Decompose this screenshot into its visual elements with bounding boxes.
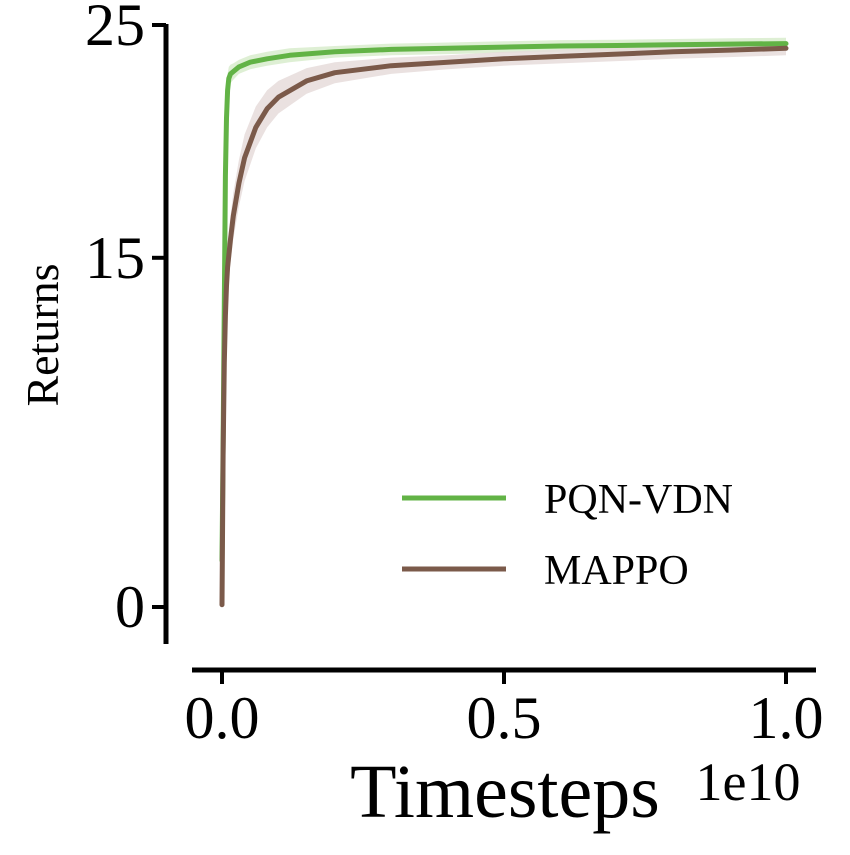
mappo-line bbox=[219, 45, 789, 608]
x-tick-label: 1.0 bbox=[749, 685, 824, 751]
x-axis-title: Timesteps bbox=[350, 750, 660, 834]
y-tick-label: 15 bbox=[85, 225, 145, 291]
y-tick-label: 0 bbox=[115, 574, 145, 640]
legend-label: MAPPO bbox=[544, 548, 689, 594]
x-axis-ticks: 0.0 0.5 1.0 bbox=[185, 670, 824, 751]
y-axis-title: Returns bbox=[17, 263, 68, 406]
y-axis-ticks: 0 15 25 bbox=[85, 0, 166, 640]
x-tick-label: 0.0 bbox=[185, 685, 260, 751]
series-lines bbox=[219, 41, 789, 608]
legend: PQN-VDN MAPPO bbox=[402, 477, 733, 594]
pqn-vdn-line bbox=[219, 41, 789, 563]
x-tick-label: 0.5 bbox=[467, 685, 542, 751]
y-tick-label: 25 bbox=[85, 0, 145, 58]
legend-label: PQN-VDN bbox=[544, 477, 733, 523]
x-axis-offset-label: 1e10 bbox=[696, 752, 801, 812]
